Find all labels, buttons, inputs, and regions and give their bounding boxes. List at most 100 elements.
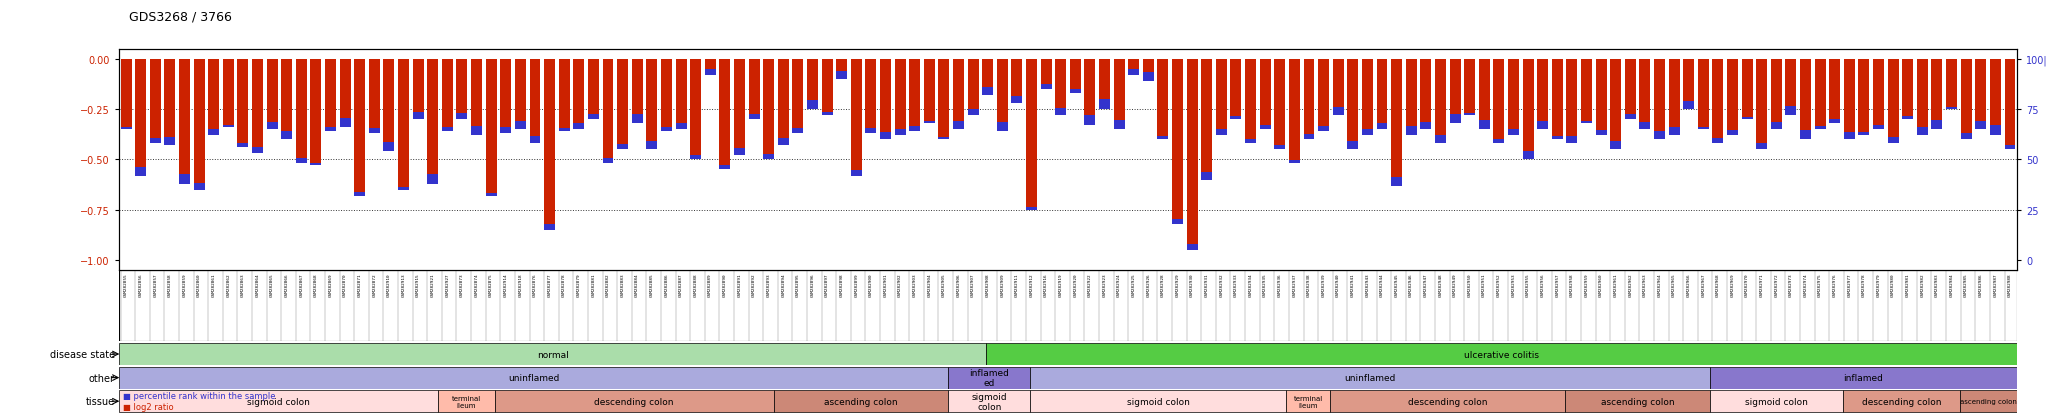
Bar (983, 59, 993, 96)
Bar (631, 115, 643, 124)
Bar (1960, 59, 1972, 140)
Bar (178, 174, 190, 184)
Bar (530, 137, 541, 144)
Text: GSM282901: GSM282901 (883, 273, 887, 296)
Bar (1421, 123, 1432, 130)
Bar (1567, 59, 1577, 144)
Bar (1362, 130, 1372, 136)
Text: GSM282962: GSM282962 (1628, 273, 1632, 296)
Bar (397, 188, 410, 190)
Bar (573, 124, 584, 130)
Bar (1624, 59, 1636, 120)
Bar (1786, 59, 1796, 116)
Text: sigmoid colon: sigmoid colon (248, 397, 309, 406)
Bar (1128, 59, 1139, 76)
Bar (866, 59, 877, 134)
Bar (514, 122, 526, 130)
Bar (1581, 121, 1591, 124)
Bar (1288, 161, 1300, 164)
Bar (938, 59, 950, 140)
Bar (326, 128, 336, 132)
Text: GSM282875: GSM282875 (489, 273, 494, 296)
Bar (1274, 59, 1286, 150)
Text: GSM282904: GSM282904 (928, 273, 932, 296)
Text: GSM282886: GSM282886 (664, 273, 668, 296)
Bar (1040, 85, 1051, 90)
Bar (135, 59, 145, 176)
Text: GSM282918: GSM282918 (518, 273, 522, 296)
Bar (1260, 59, 1270, 130)
Bar (1069, 90, 1081, 94)
Bar (631, 59, 643, 124)
Text: ascending colon: ascending colon (1960, 398, 2017, 404)
Text: GSM282919: GSM282919 (1059, 273, 1063, 296)
Bar (1069, 59, 1081, 94)
Text: other: other (88, 373, 115, 383)
Bar (1610, 142, 1622, 150)
Bar (1698, 128, 1708, 130)
Bar (1931, 59, 1942, 130)
FancyBboxPatch shape (1030, 367, 1710, 389)
Text: GSM282884: GSM282884 (635, 273, 639, 296)
Bar (836, 72, 848, 80)
Bar (764, 59, 774, 160)
Text: GSM282953: GSM282953 (1511, 273, 1516, 296)
FancyBboxPatch shape (987, 343, 2017, 365)
Bar (500, 59, 512, 134)
Bar (1815, 59, 1825, 130)
Text: ■ log2 ratio: ■ log2 ratio (123, 402, 174, 411)
Bar (178, 59, 190, 184)
Text: GSM282871: GSM282871 (358, 273, 362, 296)
Bar (573, 59, 584, 130)
Bar (1624, 114, 1636, 120)
Text: uninflamed: uninflamed (1343, 373, 1395, 382)
Text: GSM282985: GSM282985 (1964, 273, 1968, 296)
Text: GSM282893: GSM282893 (766, 273, 770, 296)
Bar (414, 113, 424, 120)
Bar (1421, 59, 1432, 130)
Text: GSM282899: GSM282899 (854, 273, 858, 296)
Text: GSM282967: GSM282967 (1702, 273, 1706, 296)
Bar (938, 137, 950, 140)
Text: GSM282950: GSM282950 (1468, 273, 1473, 296)
Bar (1055, 109, 1067, 116)
Text: GSM282907: GSM282907 (971, 273, 975, 296)
Bar (1858, 59, 1870, 136)
Text: GSM282972: GSM282972 (1774, 273, 1778, 296)
Bar (1552, 59, 1563, 140)
Bar (1202, 172, 1212, 180)
Bar (1217, 59, 1227, 136)
Bar (1464, 114, 1475, 116)
Bar (1712, 139, 1722, 144)
Bar (616, 59, 629, 150)
Bar (1843, 133, 1855, 140)
Bar (1858, 133, 1870, 136)
Text: GSM282870: GSM282870 (344, 273, 348, 296)
Bar (881, 59, 891, 140)
Text: GSM282923: GSM282923 (1102, 273, 1106, 296)
Text: GSM282921: GSM282921 (430, 273, 434, 296)
FancyBboxPatch shape (774, 390, 948, 412)
Bar (1522, 152, 1534, 160)
Text: GSM282963: GSM282963 (1642, 273, 1647, 296)
Bar (1245, 139, 1255, 144)
Text: GSM282864: GSM282864 (256, 273, 260, 296)
Text: GSM282965: GSM282965 (1671, 273, 1675, 296)
Bar (354, 59, 365, 196)
Bar (266, 59, 279, 130)
Bar (602, 158, 614, 164)
Text: GSM282936: GSM282936 (1278, 273, 1282, 296)
Bar (295, 59, 307, 164)
Bar (1143, 73, 1153, 82)
Bar (1946, 107, 1958, 110)
Bar (1772, 123, 1782, 130)
Bar (1391, 178, 1403, 186)
Bar (1157, 137, 1169, 140)
Bar (778, 59, 788, 146)
Bar (1436, 135, 1446, 144)
Text: GSM282915: GSM282915 (416, 273, 420, 296)
Bar (705, 70, 715, 76)
Bar (223, 125, 233, 128)
Bar (428, 59, 438, 184)
Text: GSM282895: GSM282895 (797, 273, 801, 296)
